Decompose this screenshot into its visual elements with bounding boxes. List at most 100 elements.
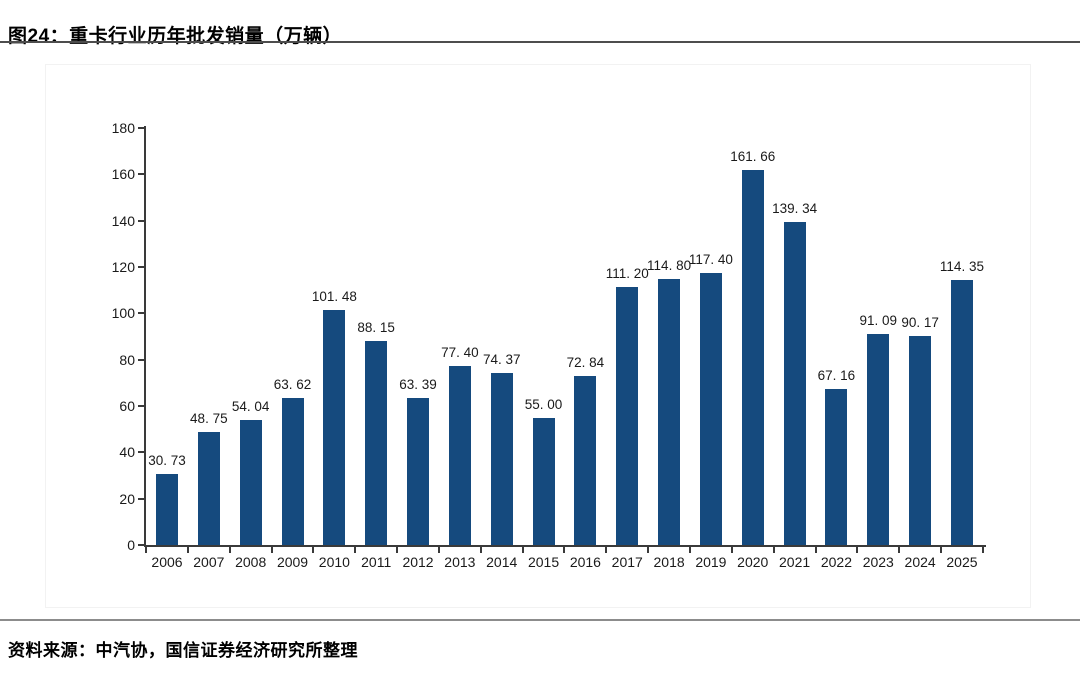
x-axis-tick xyxy=(437,547,440,553)
x-axis-label-2013: 2013 xyxy=(444,554,476,570)
x-axis-tick xyxy=(145,547,148,553)
bar-value-label-2012: 63. 39 xyxy=(399,377,437,393)
x-axis-label-2008: 2008 xyxy=(235,554,267,570)
bar-value-label-2006: 30. 73 xyxy=(148,452,186,468)
bar-2021 xyxy=(783,222,806,545)
y-axis-tick-label: 180 xyxy=(111,120,135,136)
bar-2009 xyxy=(281,397,304,545)
x-axis-label-2012: 2012 xyxy=(402,554,434,570)
y-axis-tick-label: 120 xyxy=(111,259,135,275)
x-axis-label-2025: 2025 xyxy=(946,554,978,570)
x-axis-tick xyxy=(647,547,650,553)
bar-2014 xyxy=(490,372,513,545)
x-axis-label-2011: 2011 xyxy=(361,554,392,570)
y-axis-tick-label: 140 xyxy=(111,212,135,229)
x-axis-tick xyxy=(228,547,231,553)
x-axis-label-2019: 2019 xyxy=(695,554,727,570)
bar-value-label-2020: 161. 66 xyxy=(730,149,776,165)
x-axis-label-2007: 2007 xyxy=(193,554,225,570)
x-axis-tick xyxy=(981,547,984,553)
bar-2016 xyxy=(574,376,597,545)
title-divider xyxy=(0,41,1080,43)
x-axis-tick xyxy=(898,547,901,553)
bar-value-label-2009: 63. 62 xyxy=(273,376,312,392)
bar-value-label-2007: 48. 75 xyxy=(190,411,228,427)
bar-value-label-2018: 114. 80 xyxy=(647,258,692,274)
y-axis-tick xyxy=(138,219,144,222)
x-axis-tick xyxy=(312,547,315,553)
x-axis-label-2023: 2023 xyxy=(862,554,894,570)
y-axis-tick xyxy=(138,544,144,546)
x-axis-label-2018: 2018 xyxy=(653,554,685,570)
x-axis-tick xyxy=(689,547,691,553)
bar-value-label-2019: 117. 40 xyxy=(688,252,733,268)
y-axis-tick xyxy=(138,173,144,176)
bar-value-label-2010: 101. 48 xyxy=(311,288,357,304)
x-axis-tick xyxy=(563,547,566,553)
x-axis-label-2017: 2017 xyxy=(611,554,643,570)
bar-2012 xyxy=(407,398,430,545)
x-axis-label-2015: 2015 xyxy=(527,554,560,570)
x-axis-tick xyxy=(856,547,859,553)
x-axis-tick xyxy=(772,547,775,553)
x-axis-line xyxy=(144,545,986,547)
x-axis-label-2020: 2020 xyxy=(737,554,769,570)
bar-2007 xyxy=(197,432,220,545)
y-axis-tick xyxy=(138,451,144,454)
source-note: 资料来源：中汽协，国信证券经济研究所整理 xyxy=(8,641,358,660)
y-axis-tick-label: 60 xyxy=(119,398,135,414)
x-axis-label-2021: 2021 xyxy=(779,554,811,570)
bar-value-label-2021: 139. 34 xyxy=(772,201,818,217)
bar-2013 xyxy=(448,365,471,545)
bar-2008 xyxy=(239,419,262,545)
bar-value-label-2015: 55. 00 xyxy=(524,396,563,412)
figure-title: 图24：重卡行业历年批发销量（万辆） xyxy=(8,25,343,47)
bar-chart-plot-area: 0 20 40 60 80 100 120 140 160 180 30. 73 2006 48. 75… xyxy=(112,120,986,570)
x-axis-tick xyxy=(605,547,608,553)
bar-2025 xyxy=(950,280,973,545)
bar-value-label-2013: 77. 40 xyxy=(441,344,479,360)
x-axis-label-2014: 2014 xyxy=(486,554,518,570)
y-axis-tick-label: 100 xyxy=(111,305,135,322)
bar-value-label-2008: 54. 04 xyxy=(231,398,270,414)
bar-value-label-2017: 111. 20 xyxy=(605,266,649,282)
bar-value-label-2022: 67. 16 xyxy=(817,368,856,384)
y-axis-tick-label: 40 xyxy=(119,444,135,461)
y-axis-tick xyxy=(138,266,144,268)
y-axis-tick-label: 160 xyxy=(111,166,135,183)
x-axis-tick xyxy=(354,547,357,553)
bar-2010 xyxy=(323,309,346,545)
y-axis-tick xyxy=(138,497,144,500)
bar-2015 xyxy=(532,417,555,545)
bar-2006 xyxy=(156,473,178,545)
y-axis-tick xyxy=(138,405,144,407)
x-axis-tick xyxy=(479,547,482,553)
bar-value-label-2025: 114. 35 xyxy=(939,259,984,275)
bar-2019 xyxy=(699,273,722,545)
footer-divider xyxy=(0,619,1080,621)
x-axis-tick xyxy=(814,547,817,553)
y-axis-tick xyxy=(138,127,144,129)
x-axis-tick xyxy=(396,547,399,553)
y-axis-line xyxy=(144,126,146,547)
bar-2022 xyxy=(825,389,848,545)
bar-value-label-2014: 74. 37 xyxy=(482,351,521,367)
x-axis-label-2016: 2016 xyxy=(569,554,601,570)
x-axis-tick xyxy=(270,547,273,553)
x-axis-tick xyxy=(186,547,189,553)
y-axis-tick xyxy=(138,312,144,315)
bar-value-label-2024: 90. 17 xyxy=(901,315,939,331)
y-axis-tick-label: 80 xyxy=(119,351,135,368)
x-axis-tick xyxy=(521,547,524,553)
x-axis-tick xyxy=(730,547,733,553)
x-axis-label-2022: 2022 xyxy=(820,554,853,570)
x-axis-label-2006: 2006 xyxy=(151,554,183,570)
y-axis-tick xyxy=(138,358,144,361)
x-axis-label-2010: 2010 xyxy=(318,554,350,570)
y-axis-tick-label: 20 xyxy=(119,490,135,507)
bar-value-label-2016: 72. 84 xyxy=(566,355,605,371)
bar-value-label-2023: 91. 09 xyxy=(859,312,898,328)
bar-2017 xyxy=(616,287,639,545)
x-axis-label-2024: 2024 xyxy=(904,554,936,570)
